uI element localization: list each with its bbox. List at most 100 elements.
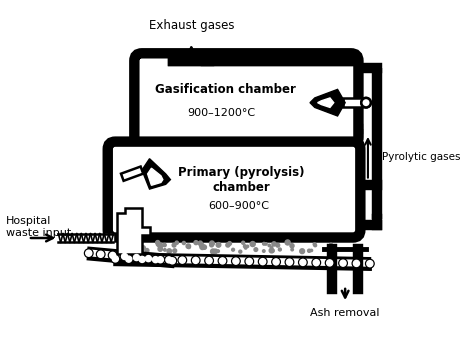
Circle shape bbox=[365, 259, 374, 268]
Circle shape bbox=[299, 258, 307, 267]
Circle shape bbox=[216, 243, 221, 247]
Circle shape bbox=[339, 259, 347, 267]
Circle shape bbox=[337, 249, 342, 254]
Circle shape bbox=[86, 250, 92, 256]
Circle shape bbox=[290, 244, 294, 248]
Circle shape bbox=[112, 256, 118, 262]
Circle shape bbox=[192, 257, 199, 264]
Circle shape bbox=[156, 256, 164, 264]
Circle shape bbox=[158, 243, 163, 248]
FancyBboxPatch shape bbox=[108, 142, 360, 237]
Circle shape bbox=[125, 255, 133, 264]
Circle shape bbox=[233, 258, 239, 264]
Circle shape bbox=[139, 256, 145, 262]
Circle shape bbox=[155, 240, 160, 245]
Circle shape bbox=[96, 250, 105, 259]
Circle shape bbox=[310, 249, 312, 251]
Circle shape bbox=[250, 241, 255, 247]
Circle shape bbox=[270, 246, 273, 249]
Circle shape bbox=[271, 249, 274, 252]
Circle shape bbox=[313, 243, 316, 246]
FancyBboxPatch shape bbox=[134, 53, 358, 144]
Text: Primary (pyrolysis)
chamber: Primary (pyrolysis) chamber bbox=[178, 166, 304, 194]
Circle shape bbox=[151, 255, 160, 264]
Circle shape bbox=[291, 248, 293, 251]
Circle shape bbox=[206, 258, 212, 264]
Text: 600–900°C: 600–900°C bbox=[208, 201, 269, 211]
Circle shape bbox=[268, 244, 271, 247]
Circle shape bbox=[198, 241, 202, 245]
Circle shape bbox=[245, 257, 254, 266]
Circle shape bbox=[175, 241, 178, 244]
Circle shape bbox=[254, 248, 258, 251]
Circle shape bbox=[354, 260, 359, 266]
Text: Exhaust gases: Exhaust gases bbox=[148, 19, 234, 32]
Polygon shape bbox=[147, 168, 163, 185]
Polygon shape bbox=[121, 166, 143, 181]
Circle shape bbox=[141, 246, 145, 250]
Circle shape bbox=[245, 247, 247, 249]
Circle shape bbox=[187, 245, 191, 249]
Circle shape bbox=[346, 248, 349, 251]
Text: 900–1200°C: 900–1200°C bbox=[187, 108, 255, 118]
Circle shape bbox=[156, 243, 160, 246]
Circle shape bbox=[133, 248, 137, 252]
Circle shape bbox=[200, 243, 204, 248]
Circle shape bbox=[286, 259, 292, 265]
Circle shape bbox=[200, 245, 205, 249]
Circle shape bbox=[144, 254, 153, 263]
Circle shape bbox=[272, 258, 280, 266]
Circle shape bbox=[138, 255, 146, 264]
Circle shape bbox=[194, 240, 198, 245]
Circle shape bbox=[84, 249, 93, 257]
Circle shape bbox=[325, 259, 334, 267]
Circle shape bbox=[352, 259, 361, 268]
Circle shape bbox=[244, 245, 246, 248]
Circle shape bbox=[276, 243, 280, 247]
Circle shape bbox=[278, 248, 282, 251]
Circle shape bbox=[263, 243, 265, 245]
Circle shape bbox=[210, 243, 213, 247]
Circle shape bbox=[329, 243, 332, 246]
Text: Pyrolytic gases: Pyrolytic gases bbox=[382, 152, 461, 162]
Circle shape bbox=[213, 249, 218, 254]
Circle shape bbox=[167, 249, 172, 254]
Circle shape bbox=[120, 252, 129, 261]
Circle shape bbox=[269, 248, 274, 253]
Circle shape bbox=[158, 247, 163, 251]
Circle shape bbox=[164, 249, 166, 251]
Circle shape bbox=[179, 257, 185, 263]
Polygon shape bbox=[318, 98, 334, 107]
Circle shape bbox=[109, 252, 116, 258]
Circle shape bbox=[367, 261, 373, 267]
Circle shape bbox=[121, 254, 128, 259]
Circle shape bbox=[239, 250, 242, 253]
Circle shape bbox=[313, 260, 319, 266]
Circle shape bbox=[205, 256, 213, 265]
Circle shape bbox=[166, 257, 172, 263]
Circle shape bbox=[308, 249, 311, 252]
Circle shape bbox=[137, 246, 139, 249]
Circle shape bbox=[217, 250, 219, 252]
Circle shape bbox=[219, 258, 226, 264]
Circle shape bbox=[98, 251, 104, 257]
Circle shape bbox=[210, 249, 216, 254]
Circle shape bbox=[258, 257, 267, 266]
Circle shape bbox=[191, 256, 200, 265]
Circle shape bbox=[210, 241, 214, 246]
Circle shape bbox=[246, 245, 249, 247]
Text: Gasification chamber: Gasification chamber bbox=[155, 83, 296, 96]
Circle shape bbox=[109, 251, 117, 260]
Polygon shape bbox=[142, 159, 171, 189]
Circle shape bbox=[285, 258, 294, 266]
Text: Hospital
waste input: Hospital waste input bbox=[6, 216, 72, 238]
Circle shape bbox=[140, 249, 143, 252]
Circle shape bbox=[111, 255, 119, 263]
Circle shape bbox=[232, 248, 235, 251]
Circle shape bbox=[260, 259, 266, 265]
Circle shape bbox=[202, 245, 207, 249]
Circle shape bbox=[218, 257, 227, 265]
Circle shape bbox=[134, 255, 139, 260]
Circle shape bbox=[168, 257, 177, 265]
Circle shape bbox=[300, 259, 306, 266]
